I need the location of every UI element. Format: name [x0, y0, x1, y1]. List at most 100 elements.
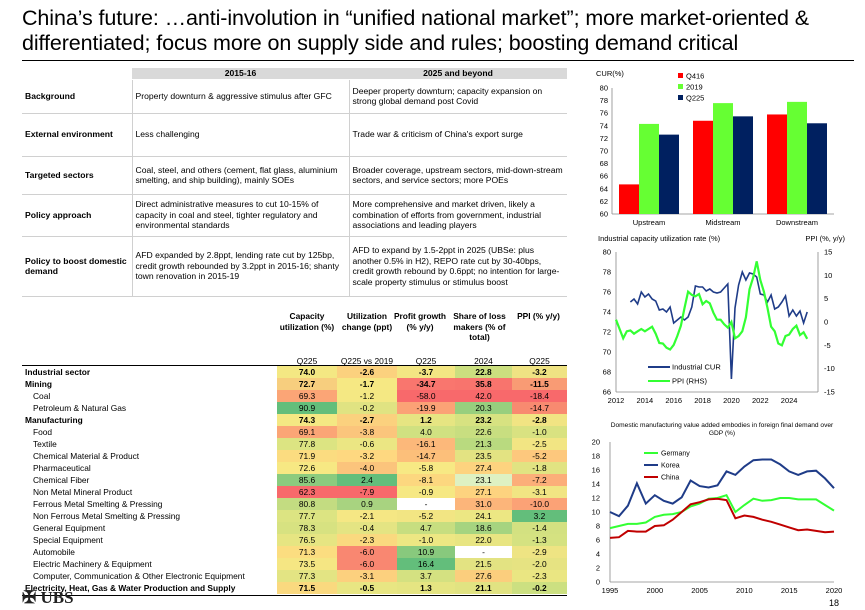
heatmap-col-period: Q225 — [296, 356, 318, 366]
heatmap-cell: 10.9 — [397, 546, 455, 558]
heatmap-row: Computer, Communication & Other Electron… — [22, 570, 567, 582]
supply-chain-cur-chart: CUR(%) 60 62 64 66 68 70 72 74 76 78 80 Upstream Mids… — [572, 64, 842, 234]
heatmap-cell: 72.6 — [277, 462, 337, 474]
policy-cell-2015: Property downturn & aggressive stimulus … — [132, 79, 350, 114]
y-tick-label: 76 — [600, 109, 608, 118]
heatmap-cell: -5.2 — [512, 450, 567, 462]
policy-cell-2015: Less challenging — [132, 113, 350, 157]
y-tick-label: 20 — [592, 438, 600, 447]
heatmap-row-label: Petroleum & Natural Gas — [33, 403, 127, 413]
legend-swatch — [678, 84, 683, 89]
y-tick-label: 4 — [596, 550, 600, 559]
heatmap-row-label: Electricity, Heat, Gas & Water Productio… — [25, 583, 236, 593]
y-tick-label: 64 — [600, 184, 608, 193]
heatmap-row-label: Pharmaceutical — [33, 463, 91, 473]
legend-swatch — [678, 73, 683, 78]
heatmap-cell: 85.6 — [277, 474, 337, 486]
heatmap-row: Chemical Material & Product 71.9 -3.2 -14.7… — [22, 450, 567, 462]
bar-q416 — [693, 120, 713, 214]
y-tick-label: 2 — [596, 564, 600, 573]
heatmap-cell: 1.2 — [397, 414, 455, 426]
y-tick-label: 10 — [592, 508, 600, 517]
heatmap-cell: 69.1 — [277, 426, 337, 438]
heatmap-cell: -1.7 — [337, 378, 397, 390]
heatmap-cell: -1.0 — [397, 534, 455, 546]
heatmap-cell: 74.3 — [277, 414, 337, 426]
sector-heatmap-table: Capacity utilization (%) Utilization cha… — [22, 311, 567, 596]
x-tick-label: 2010 — [736, 586, 753, 594]
heatmap-body: Industrial sector 74.0 -2.6 -3.7 22.8 -3.2 Min… — [22, 366, 567, 594]
heatmap-col-header: Share of loss makers (% of total) — [453, 311, 506, 342]
heatmap-cell: -3.7 — [397, 366, 455, 378]
y-tick-label: 80 — [600, 84, 608, 93]
heatmap-col-period: Q225 vs 2019 — [340, 356, 394, 366]
heatmap-cell: 73.5 — [277, 558, 337, 570]
bar-q225 — [659, 134, 679, 214]
heatmap-cell: -6.0 — [337, 558, 397, 570]
heatmap-cell: 27.6 — [455, 570, 512, 582]
heatmap-row-label: Industrial sector — [25, 367, 91, 377]
heatmap-cell: 77.8 — [277, 438, 337, 450]
heatmap-row: Mining 72.7 -1.7 -34.7 35.8 -11.5 — [22, 378, 567, 390]
heatmap-cell: 74.0 — [277, 366, 337, 378]
chart-title: GDP (%) — [709, 430, 735, 437]
heatmap-cell: 77.7 — [277, 510, 337, 522]
heatmap-cell: -10.0 — [512, 498, 567, 510]
legend-label: Q225 — [686, 94, 704, 103]
y-tick-label: 66 — [600, 172, 608, 181]
ubs-logo: ✠ UBS — [22, 588, 74, 608]
y2-tick-label: 15 — [824, 248, 832, 257]
heatmap-cell: 27.1 — [455, 486, 512, 498]
policy-cell-2025-tail: boost — [486, 276, 508, 287]
heatmap-cell: -0.6 — [337, 438, 397, 450]
heatmap-row-label: Coal — [33, 391, 51, 401]
heatmap-cell: 42.0 — [455, 390, 512, 402]
y-tick-label: 80 — [603, 248, 611, 257]
bar-2019 — [713, 103, 733, 214]
heatmap-row-label: General Equipment — [33, 523, 106, 533]
heatmap-cell: -1.4 — [512, 522, 567, 534]
heatmap-row: Chemical Fiber 85.6 2.4 -8.1 23.1 -7.2 — [22, 474, 567, 486]
heatmap-cell: 71.3 — [277, 546, 337, 558]
x-tick-label: 2014 — [637, 396, 654, 405]
policy-row: External environment Less challenging Tr… — [22, 113, 567, 157]
y-tick-label: 70 — [600, 147, 608, 156]
heatmap-cell: -2.6 — [337, 366, 397, 378]
legend-label: Industrial CUR — [672, 363, 721, 372]
policy-row: Targeted sectors Coal, steel, and others… — [22, 156, 567, 195]
heatmap-row: Industrial sector 74.0 -2.6 -3.7 22.8 -3.2 — [22, 366, 567, 378]
y-tick-label: 6 — [596, 536, 600, 545]
legend-label: Germany — [661, 451, 690, 458]
policy-row-label: Policy to boost domestic demand — [22, 236, 133, 297]
y2-tick-label: -5 — [824, 341, 831, 350]
heatmap-cell: -2.3 — [337, 534, 397, 546]
heatmap-cell: -14.7 — [397, 450, 455, 462]
heatmap-cell: -5.8 — [397, 462, 455, 474]
bar-q225 — [733, 116, 753, 214]
x-tick-label: Upstream — [633, 218, 666, 227]
heatmap-row-label: Chemical Material & Product — [33, 451, 140, 461]
y2-tick-label: -10 — [824, 364, 835, 373]
heatmap-cell: 77.3 — [277, 570, 337, 582]
policy-comparison-table: 2015-16 2025 and beyond Background Prope… — [22, 68, 567, 297]
heatmap-cell: 4.0 — [397, 426, 455, 438]
chart-title-right: PPI (%, y/y) — [805, 234, 845, 243]
heatmap-row: General Equipment 78.3 -0.4 4.7 18.6 -1.4 — [22, 522, 567, 534]
x-tick-label: 2016 — [665, 396, 682, 405]
heatmap-cell: 24.1 — [455, 510, 512, 522]
heatmap-cell: -5.2 — [397, 510, 455, 522]
x-tick-label: 2020 — [723, 396, 740, 405]
heatmap-cell: -2.1 — [337, 510, 397, 522]
y-axis-title: CUR(%) — [596, 69, 624, 78]
policy-cell-2015: Direct administrative measures to cut 10… — [132, 194, 350, 237]
heatmap-cell: -0.9 — [397, 486, 455, 498]
x-tick-label: 2000 — [646, 586, 663, 594]
heatmap-cell: -1.0 — [512, 426, 567, 438]
heatmap-cell: 1.3 — [397, 582, 455, 594]
heatmap-cell: 3.7 — [397, 570, 455, 582]
heatmap-row: Food 69.1 -3.8 4.0 22.6 -1.0 — [22, 426, 567, 438]
heatmap-cell: 21.3 — [455, 438, 512, 450]
y-tick-label: 76 — [603, 288, 611, 297]
cur-ppi-chart: Industrial capacity utilization rate (%)… — [572, 234, 847, 409]
heatmap-row-label: Automobile — [33, 547, 75, 557]
